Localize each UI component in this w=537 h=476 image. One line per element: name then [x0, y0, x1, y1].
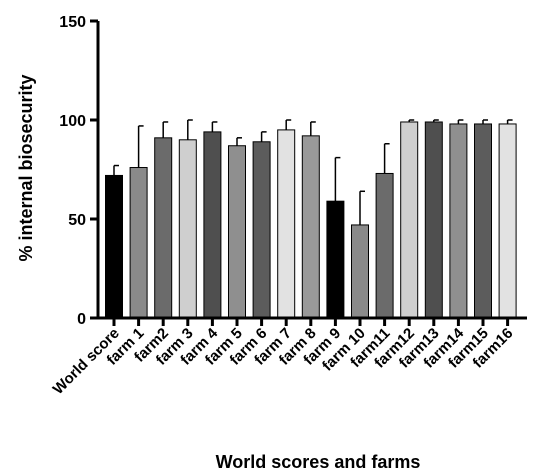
- error-bar: [334, 156, 341, 202]
- error-bar: [457, 119, 464, 124]
- bar: [424, 121, 443, 319]
- error-bar: [211, 121, 218, 132]
- error-bar: [506, 119, 513, 124]
- bar: [301, 135, 320, 319]
- y-tick-label: 0: [77, 311, 86, 328]
- bar: [252, 141, 271, 319]
- x-axis-title: World scores and farms: [216, 452, 421, 472]
- error-bar: [408, 119, 415, 122]
- bar: [375, 172, 394, 319]
- error-bar: [162, 121, 169, 138]
- bar: [203, 131, 222, 319]
- bar: [449, 123, 468, 319]
- bar: [154, 137, 173, 319]
- bar: [277, 129, 296, 319]
- bar: [129, 167, 148, 319]
- bar: [351, 224, 369, 319]
- y-tick-label: 150: [59, 14, 86, 31]
- error-bar: [359, 190, 365, 225]
- bar: [400, 121, 419, 319]
- y-axis: 0 50 100 150: [59, 14, 100, 328]
- bar: [178, 139, 197, 319]
- error-bar: [383, 143, 390, 174]
- bar: [474, 123, 492, 319]
- error-bar: [285, 119, 292, 130]
- bar: [228, 145, 246, 319]
- error-bar: [310, 121, 316, 136]
- bar: [105, 174, 123, 319]
- bars: [105, 119, 517, 319]
- bar: [498, 123, 517, 319]
- error-bar: [187, 119, 193, 140]
- y-tick-label: 100: [59, 113, 86, 130]
- error-bar: [260, 131, 267, 142]
- error-bar: [137, 125, 144, 168]
- y-axis-title: % internal biosecurity: [16, 74, 36, 261]
- y-tick-label: 50: [68, 212, 86, 229]
- bar: [326, 200, 345, 319]
- error-bar: [236, 137, 242, 146]
- error-bar: [433, 119, 439, 122]
- error-bar: [113, 164, 119, 176]
- error-bar: [482, 119, 488, 124]
